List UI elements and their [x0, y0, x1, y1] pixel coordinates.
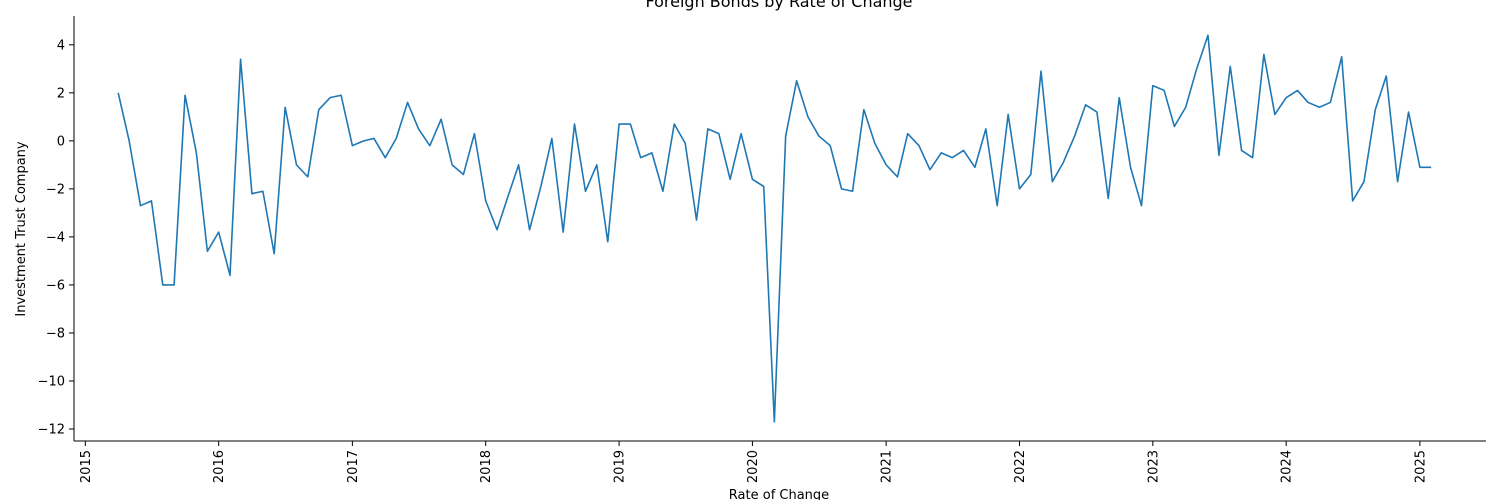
y-axis-ticks: 4 2 0 −2 −4 −6 −8 −10 −12: [38, 38, 74, 437]
x-axis-ticks: 2015 2016 2017 2018 2019 2020 2021 2022 2023 2024…: [79, 441, 1428, 483]
y-axis-title: Investment Trust Company: [14, 141, 29, 317]
y-tick-label: −2: [46, 182, 65, 197]
x-tick-label: 2024: [1280, 450, 1295, 483]
x-tick-label: 2022: [1013, 450, 1028, 483]
y-tick-label: 4: [57, 38, 65, 53]
y-tick-label: −10: [38, 374, 65, 389]
plot-area: 420−2−4−6−8−10−12 2015 2016 2017 2018 2019 20…: [38, 16, 1486, 483]
x-tick-label: 2020: [746, 450, 761, 483]
y-tick-label: −8: [46, 326, 65, 341]
x-tick-label: 2023: [1146, 450, 1161, 483]
x-tick-label: 2017: [346, 450, 361, 483]
x-tick-label: 2025: [1413, 450, 1428, 483]
series-line: [117, 34, 1432, 423]
x-tick-label: 2018: [479, 450, 494, 483]
y-tick-label: 2: [57, 86, 65, 101]
x-tick-label: 2016: [212, 450, 227, 483]
y-tick-label: 0: [57, 134, 65, 149]
y-tick-label: −6: [46, 278, 65, 293]
y-tick-label: −12: [38, 422, 65, 437]
x-tick-label: 2015: [79, 450, 94, 483]
x-tick-label: 2021: [880, 450, 895, 483]
y-tick-label: −4: [46, 230, 65, 245]
x-tick-label: 2019: [613, 450, 628, 483]
x-axis-title: Rate of Change: [729, 488, 829, 500]
chart-title: Foreign Bonds by Rate of Change: [645, 0, 912, 11]
